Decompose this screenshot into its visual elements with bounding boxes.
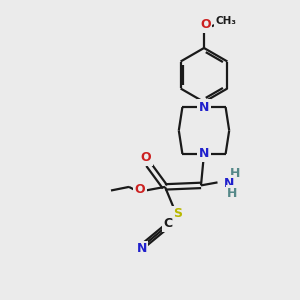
Text: C: C: [163, 217, 172, 230]
Text: O: O: [141, 151, 152, 164]
Text: N: N: [199, 100, 209, 114]
Text: N: N: [136, 242, 147, 255]
Text: O: O: [135, 183, 146, 196]
Text: O: O: [200, 18, 211, 32]
Text: N: N: [224, 177, 235, 190]
Text: H: H: [227, 187, 238, 200]
Text: N: N: [199, 147, 209, 161]
Text: S: S: [173, 207, 182, 220]
Text: H: H: [230, 167, 241, 180]
Text: CH₃: CH₃: [216, 16, 237, 26]
